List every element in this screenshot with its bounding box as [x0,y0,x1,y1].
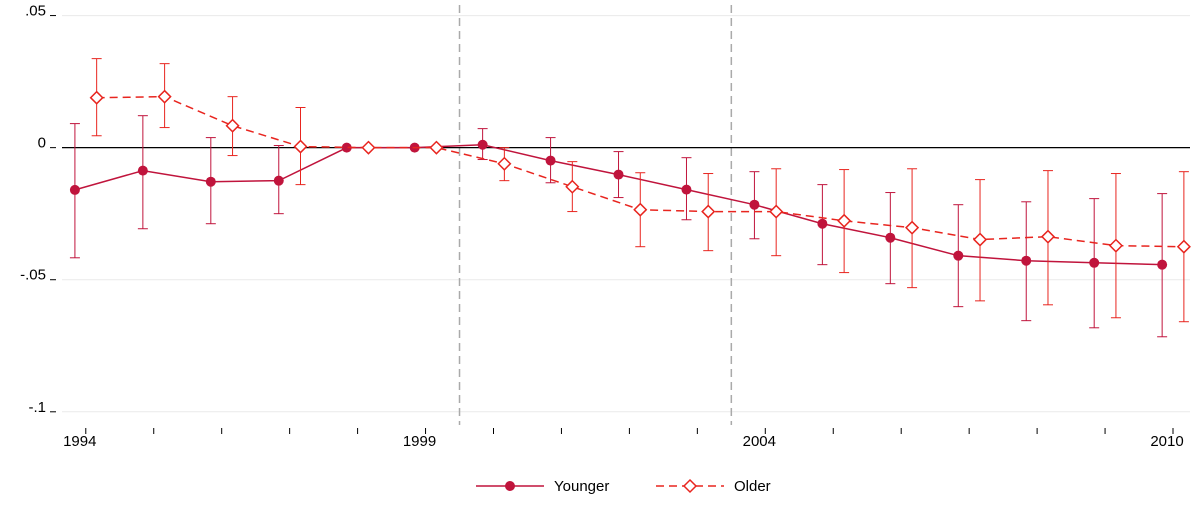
point [1176,239,1191,254]
point [205,176,216,187]
y-tick-label: 0 [38,135,46,152]
point [341,142,352,153]
point [225,118,240,133]
point [905,220,920,235]
point [157,89,172,104]
point [293,139,308,154]
point [137,165,148,176]
point [545,155,556,166]
y-tick-label: .05 [25,3,46,20]
point [69,184,80,195]
point [1108,238,1123,253]
x-tick-label: 1999 [403,433,436,450]
point [89,90,104,105]
x-tick-label: 2004 [743,433,776,450]
point [953,250,964,261]
legend-marker [505,481,515,491]
point [633,202,648,217]
point [972,232,988,247]
point [497,156,512,171]
point [429,140,444,155]
point [565,179,580,194]
point [1021,255,1032,266]
point [837,213,852,228]
legend-label: Older [734,478,771,495]
legend-marker [682,478,698,494]
y-tick-label: -.1 [28,399,46,416]
point [613,169,624,180]
point [361,140,376,155]
point [1040,229,1056,244]
legend-label: Younger [554,478,609,495]
y-tick-label: -.05 [20,267,46,284]
point [885,232,896,243]
point [477,139,488,150]
point [681,184,692,195]
point [817,218,828,229]
point [273,175,284,186]
point [749,199,760,210]
point [701,204,716,219]
point [769,204,784,219]
point [1089,257,1100,268]
x-tick-label: 2010 [1150,433,1183,450]
x-tick-label: 1994 [63,433,96,450]
point [1157,259,1168,270]
